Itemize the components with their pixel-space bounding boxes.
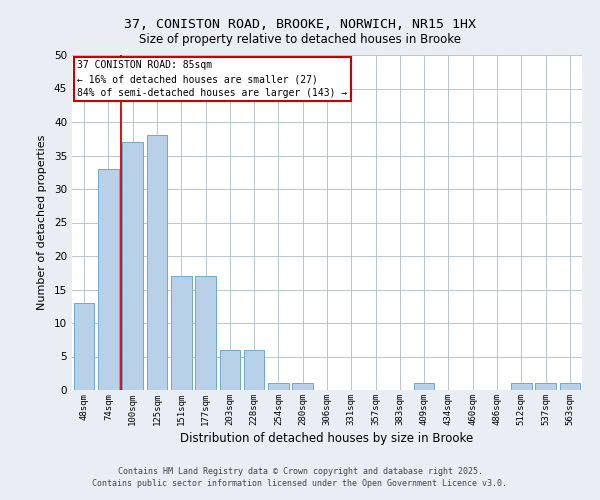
Text: Size of property relative to detached houses in Brooke: Size of property relative to detached ho… <box>139 32 461 46</box>
Bar <box>220 350 240 390</box>
Bar <box>292 384 313 390</box>
Bar <box>74 303 94 390</box>
Bar <box>511 384 532 390</box>
Bar <box>146 136 167 390</box>
Bar <box>171 276 191 390</box>
Y-axis label: Number of detached properties: Number of detached properties <box>37 135 47 310</box>
Text: 37 CONISTON ROAD: 85sqm
← 16% of detached houses are smaller (27)
84% of semi-de: 37 CONISTON ROAD: 85sqm ← 16% of detache… <box>77 60 347 98</box>
Bar <box>414 384 434 390</box>
Bar <box>560 384 580 390</box>
Bar <box>535 384 556 390</box>
Text: Contains HM Land Registry data © Crown copyright and database right 2025.
Contai: Contains HM Land Registry data © Crown c… <box>92 466 508 487</box>
Bar <box>268 384 289 390</box>
Text: 37, CONISTON ROAD, BROOKE, NORWICH, NR15 1HX: 37, CONISTON ROAD, BROOKE, NORWICH, NR15… <box>124 18 476 30</box>
X-axis label: Distribution of detached houses by size in Brooke: Distribution of detached houses by size … <box>181 432 473 445</box>
Bar <box>98 169 119 390</box>
Bar <box>244 350 265 390</box>
Bar <box>195 276 216 390</box>
Bar <box>122 142 143 390</box>
